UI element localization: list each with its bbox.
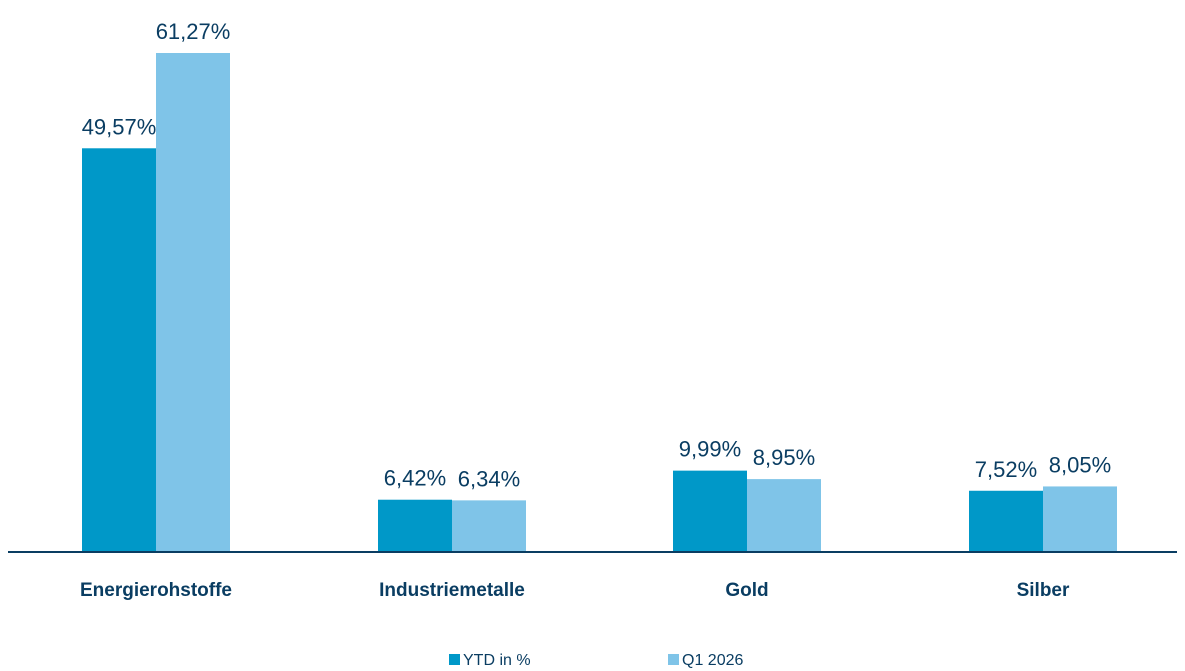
legend-label-series-2: Q1 2026 xyxy=(682,652,743,669)
category-label-energierohstoffe: Energierohstoffe xyxy=(80,580,232,601)
value-label-silber-series-2: 8,05% xyxy=(1049,452,1111,477)
value-labels-group: 49,57% 61,27% 6,42% 6,34% 9,99% 8,95% 7,52% 8,0… xyxy=(82,19,1112,491)
legend: YTD in % Q1 2026 xyxy=(449,652,743,669)
bar-gold-series-2 xyxy=(747,479,821,552)
bar-gold-series-1 xyxy=(673,470,747,552)
bar-silber-series-2 xyxy=(1043,486,1117,552)
bar-energierohstoffe-series-1 xyxy=(82,148,156,552)
category-label-gold: Gold xyxy=(725,580,768,601)
value-label-industriemetalle-series-2: 6,34% xyxy=(458,466,520,491)
value-label-gold-series-2: 8,95% xyxy=(753,445,815,470)
category-label-industriemetalle: Industriemetalle xyxy=(379,580,525,601)
value-label-gold-series-1: 9,99% xyxy=(679,437,741,462)
category-labels-group: Energierohstoffe Industriemetalle Gold Silb… xyxy=(80,580,1070,601)
bar-energierohstoffe-series-2 xyxy=(156,53,230,552)
value-label-energierohstoffe-series-1: 49,57% xyxy=(82,114,157,139)
bar-silber-series-1 xyxy=(969,490,1043,552)
category-label-silber: Silber xyxy=(1017,580,1070,601)
legend-label-series-1: YTD in % xyxy=(463,652,531,669)
value-label-industriemetalle-series-1: 6,42% xyxy=(384,466,446,491)
legend-swatch-series-2 xyxy=(668,654,679,665)
legend-swatch-series-1 xyxy=(449,654,460,665)
bar-industriemetalle-series-2 xyxy=(452,500,526,552)
value-label-energierohstoffe-series-2: 61,27% xyxy=(156,19,231,44)
value-label-silber-series-1: 7,52% xyxy=(975,457,1037,482)
bars-group xyxy=(82,53,1117,552)
bar-industriemetalle-series-1 xyxy=(378,499,452,552)
